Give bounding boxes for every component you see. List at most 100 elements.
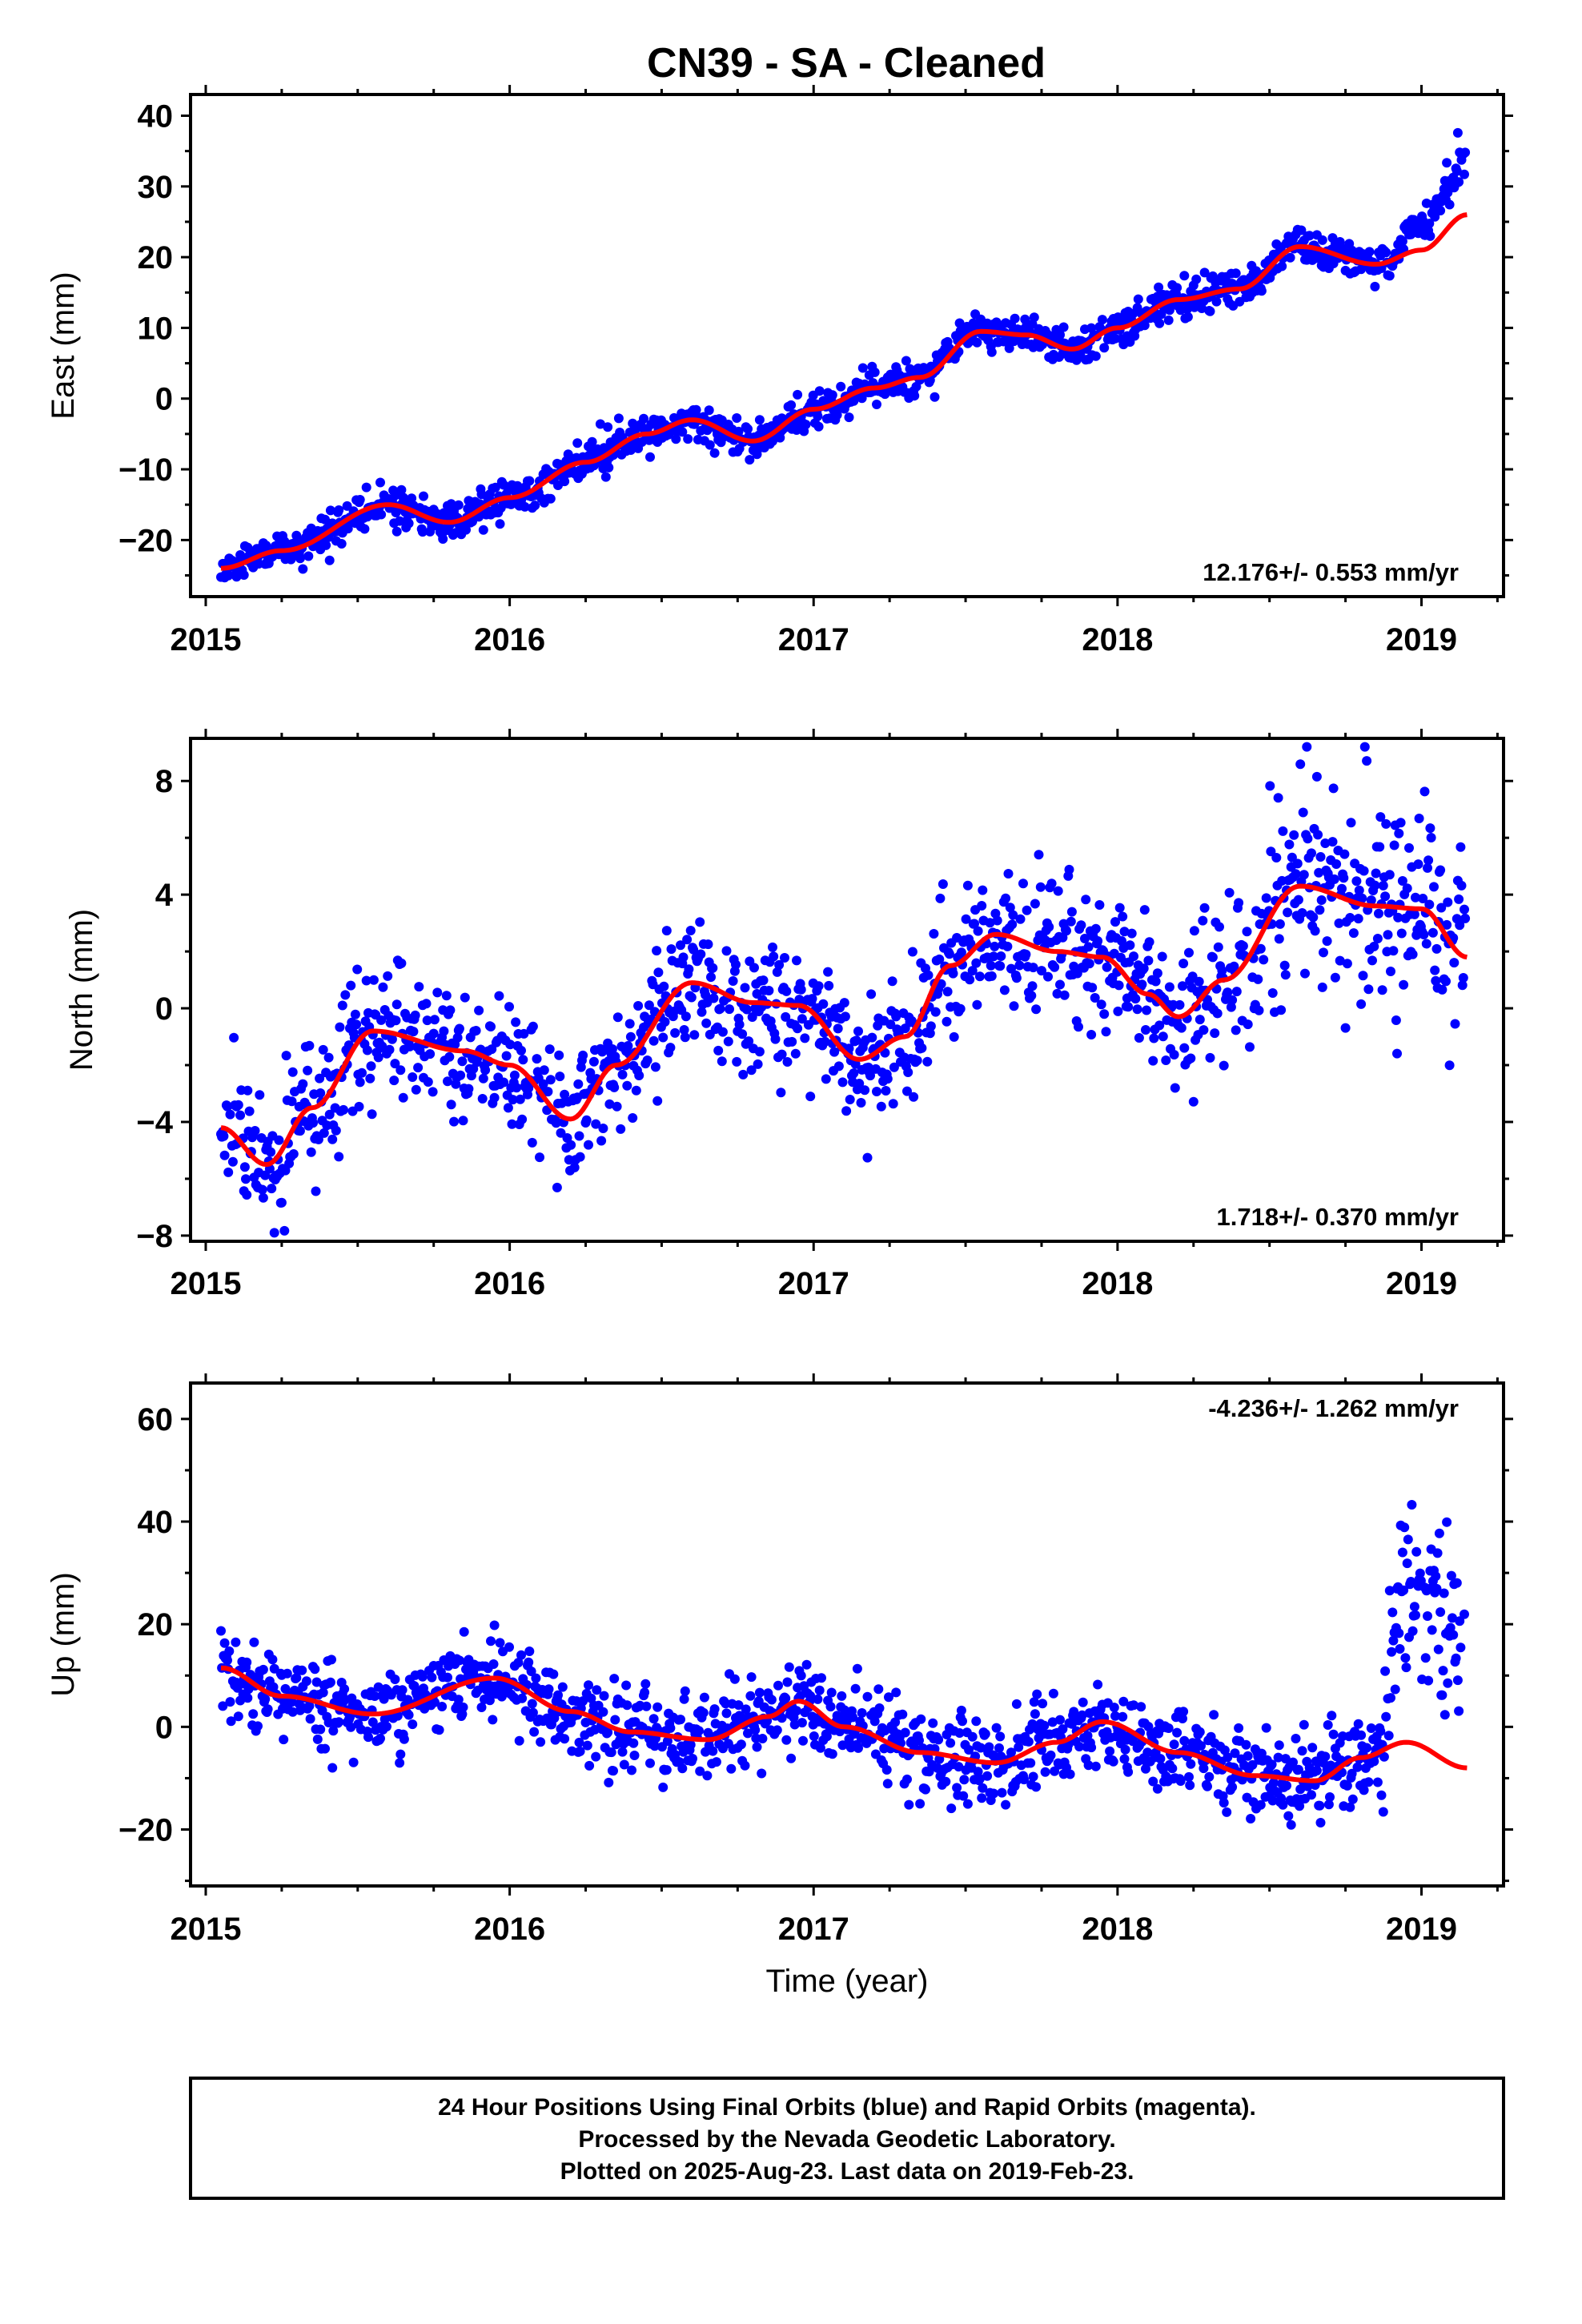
data-point xyxy=(363,1732,373,1743)
data-point xyxy=(1376,1790,1387,1800)
data-point xyxy=(1379,1751,1389,1762)
data-point xyxy=(526,1667,536,1676)
data-point xyxy=(1291,1734,1301,1743)
data-point xyxy=(1055,1715,1065,1725)
data-point xyxy=(1046,1750,1056,1760)
data-point xyxy=(1293,1764,1303,1775)
data-point xyxy=(1227,995,1238,1005)
data-point xyxy=(1144,937,1154,947)
data-point xyxy=(1178,959,1189,969)
data-point xyxy=(1256,286,1267,296)
data-point xyxy=(320,1743,330,1754)
data-point xyxy=(1108,1756,1118,1767)
data-point xyxy=(956,1705,966,1715)
data-point xyxy=(1207,952,1218,963)
data-point xyxy=(1298,807,1308,818)
data-point xyxy=(996,951,1006,961)
data-point xyxy=(1154,1020,1165,1031)
data-point xyxy=(849,1068,859,1079)
data-point xyxy=(1267,988,1278,998)
data-point xyxy=(551,1118,561,1128)
data-point xyxy=(248,1709,259,1719)
data-point xyxy=(1006,1747,1016,1758)
data-point xyxy=(971,1716,982,1727)
data-point xyxy=(1261,1723,1271,1733)
data-point xyxy=(1034,850,1044,860)
data-point xyxy=(584,1140,593,1150)
data-point xyxy=(813,981,824,991)
data-point xyxy=(281,1051,291,1061)
data-point xyxy=(404,1710,414,1720)
data-point xyxy=(746,1065,757,1076)
data-point xyxy=(1423,1675,1434,1686)
data-point xyxy=(782,1677,793,1687)
data-point xyxy=(367,1109,377,1120)
data-point xyxy=(1423,862,1432,873)
data-point xyxy=(1311,1766,1322,1775)
data-point xyxy=(695,1766,705,1776)
data-point xyxy=(584,1680,593,1691)
data-point xyxy=(517,1114,528,1124)
data-point xyxy=(303,551,314,561)
data-point xyxy=(219,1638,230,1648)
data-point xyxy=(728,976,738,986)
data-point xyxy=(679,1694,689,1704)
data-point xyxy=(1007,919,1018,930)
data-point xyxy=(891,1687,901,1698)
data-point xyxy=(1407,1500,1417,1510)
data-point xyxy=(964,1745,974,1755)
data-point xyxy=(304,1701,315,1711)
data-point xyxy=(458,1116,468,1126)
data-point xyxy=(575,1746,585,1756)
data-point xyxy=(1203,1781,1212,1791)
data-point xyxy=(1014,960,1025,971)
data-point xyxy=(241,1174,251,1184)
data-point xyxy=(633,1001,644,1011)
data-point xyxy=(757,1768,767,1779)
data-point xyxy=(553,1690,563,1700)
data-point xyxy=(539,1065,549,1076)
data-point xyxy=(1287,852,1297,862)
data-point xyxy=(1187,971,1198,982)
data-point xyxy=(1386,1693,1395,1703)
data-point xyxy=(516,1650,526,1660)
data-point xyxy=(1397,876,1407,886)
data-point xyxy=(1377,985,1387,995)
data-point xyxy=(528,1021,538,1031)
data-point xyxy=(934,1735,944,1745)
data-point xyxy=(233,1711,243,1722)
data-point xyxy=(952,1783,962,1793)
data-point xyxy=(243,1693,253,1703)
data-point xyxy=(575,1152,585,1162)
data-point xyxy=(417,527,428,537)
data-point xyxy=(404,1041,415,1051)
data-point xyxy=(780,953,789,963)
data-point xyxy=(343,1040,354,1051)
data-point xyxy=(917,1043,927,1053)
data-point xyxy=(1256,1748,1267,1759)
up-ytick-label: −20 xyxy=(118,1813,173,1848)
data-point xyxy=(519,1028,529,1039)
data-point xyxy=(1119,927,1130,937)
data-point xyxy=(334,505,344,515)
data-point xyxy=(1149,1033,1159,1043)
data-point xyxy=(325,1677,335,1687)
data-point xyxy=(1342,959,1352,969)
data-point xyxy=(1274,1740,1284,1751)
data-point xyxy=(1028,963,1038,973)
data-point xyxy=(1184,1771,1194,1782)
data-point xyxy=(991,1723,1002,1733)
north-ytick-label: −8 xyxy=(136,1219,173,1254)
data-point xyxy=(1409,909,1419,919)
data-point xyxy=(1297,908,1307,918)
data-point xyxy=(1266,846,1276,857)
data-point xyxy=(793,1023,803,1034)
data-point xyxy=(1009,1001,1019,1011)
data-point xyxy=(606,1747,616,1758)
data-point xyxy=(1375,812,1386,822)
data-point xyxy=(1304,231,1315,241)
data-point xyxy=(985,918,995,928)
data-point xyxy=(1118,1696,1129,1707)
data-point xyxy=(1038,1699,1048,1709)
data-point xyxy=(1307,1790,1316,1800)
